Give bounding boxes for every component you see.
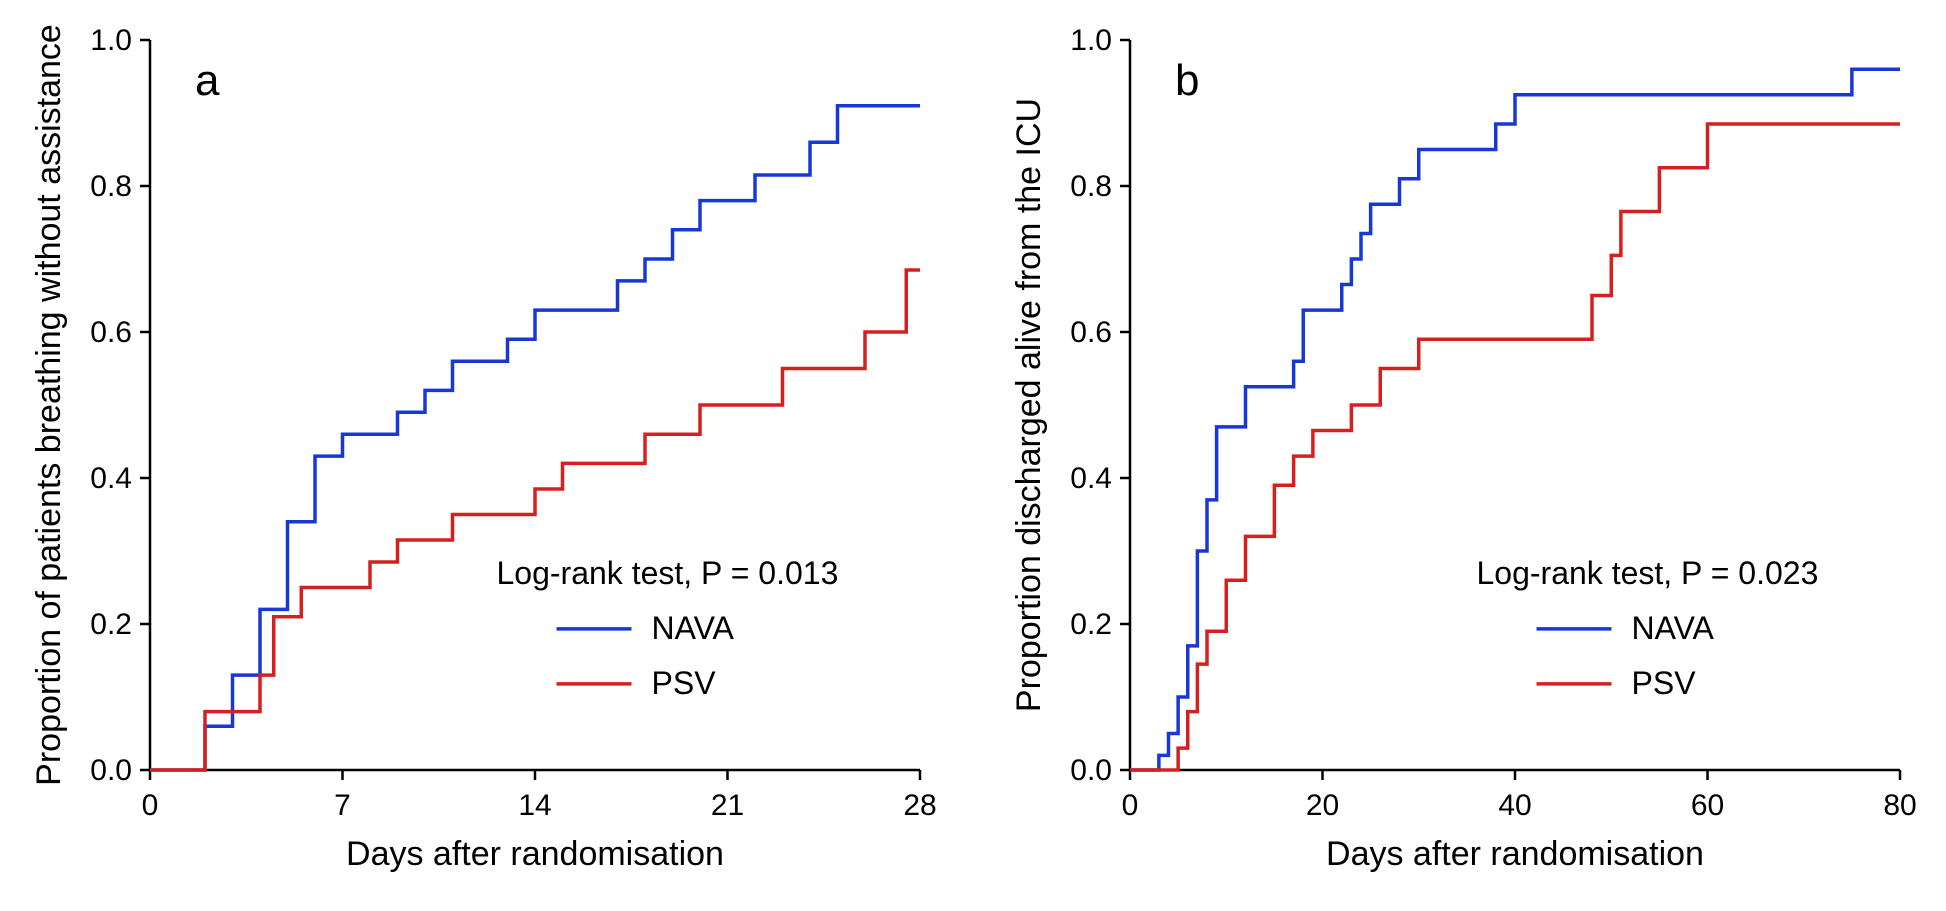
- chart-a: 0.0 0.2 0.4 0.6 0.8 1.0 0 7 14 21 28 Days after ran…: [20, 20, 940, 890]
- ytick-label: 1.0: [90, 24, 132, 57]
- xtick-label: 21: [711, 789, 744, 822]
- ytick-label: 0.6: [1070, 316, 1112, 349]
- ytick-label: 0.4: [1070, 462, 1112, 495]
- legend-label: NAVA: [1632, 610, 1715, 646]
- ylabel: Proportion of patients breathing without…: [30, 24, 68, 786]
- xtick-label: 0: [142, 789, 159, 822]
- ytick-label: 0.6: [90, 316, 132, 349]
- xtick-label: 14: [518, 789, 551, 822]
- ytick-label: 0.2: [1070, 608, 1112, 641]
- series-psv: [150, 270, 920, 770]
- logrank-annotation: Log-rank test, P = 0.013: [497, 555, 839, 591]
- xtick-label: 0: [1122, 789, 1139, 822]
- panel-label: b: [1175, 56, 1199, 105]
- xtick-label: 20: [1306, 789, 1339, 822]
- panel-a: 0.0 0.2 0.4 0.6 0.8 1.0 0 7 14 21 28 Days after ran…: [20, 20, 940, 891]
- ytick-label: 0.0: [90, 754, 132, 787]
- ytick-label: 0.8: [1070, 170, 1112, 203]
- series-psv: [1130, 124, 1900, 770]
- xlabel: Days after randomisation: [1326, 835, 1704, 873]
- ylabel: Proportion discharged alive from the ICU: [1010, 98, 1048, 712]
- legend-label: PSV: [652, 665, 717, 701]
- panel-label: a: [195, 56, 220, 105]
- xtick-label: 7: [334, 789, 351, 822]
- xtick-label: 60: [1691, 789, 1724, 822]
- ytick-label: 0.0: [1070, 754, 1112, 787]
- panel-b: 0.0 0.2 0.4 0.6 0.8 1.0 0 20 40 60 80 Days after ra…: [1000, 20, 1920, 891]
- figure-container: 0.0 0.2 0.4 0.6 0.8 1.0 0 7 14 21 28 Days after ran…: [0, 0, 1946, 911]
- series-nava: [1130, 69, 1900, 770]
- xlabel: Days after randomisation: [346, 835, 724, 873]
- xtick-label: 80: [1883, 789, 1916, 822]
- ytick-label: 0.4: [90, 462, 132, 495]
- xtick-label: 28: [903, 789, 936, 822]
- logrank-annotation: Log-rank test, P = 0.023: [1477, 555, 1819, 591]
- legend-label: PSV: [1632, 665, 1697, 701]
- series-nava: [150, 106, 920, 770]
- ytick-label: 0.2: [90, 608, 132, 641]
- chart-b: 0.0 0.2 0.4 0.6 0.8 1.0 0 20 40 60 80 Days after ra…: [1000, 20, 1920, 890]
- xtick-label: 40: [1498, 789, 1531, 822]
- ytick-label: 0.8: [90, 170, 132, 203]
- ytick-label: 1.0: [1070, 24, 1112, 57]
- legend-label: NAVA: [652, 610, 735, 646]
